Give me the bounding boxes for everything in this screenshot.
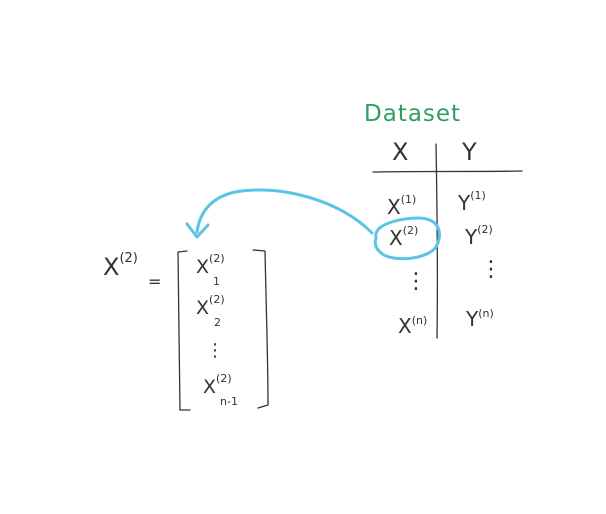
vector-dots: ⋮ — [206, 340, 224, 361]
vector-entry-1: X(2) — [196, 252, 225, 278]
dataset-title: Dataset — [364, 101, 461, 127]
highlight-arrow — [195, 188, 374, 235]
dataset-header-x: X — [392, 138, 408, 166]
vector-entry-2: X(2) — [196, 293, 225, 319]
dataset-row-1-y: Y(1) — [457, 189, 486, 215]
dataset-y-dots: ⋮ — [480, 257, 502, 282]
dataset-row-2-y: Y(2) — [464, 223, 493, 249]
dataset-header-y: Y — [461, 138, 477, 166]
vector-lhs: X(2) — [103, 251, 138, 281]
highlight-arrowhead — [185, 222, 210, 239]
dataset-column-divider — [435, 143, 439, 339]
highlight-circle — [373, 216, 441, 261]
dataset-header-rule — [372, 170, 523, 173]
vector-entry-1-sub: 1 — [213, 275, 220, 288]
vector-equals: = — [148, 272, 161, 291]
dataset-row-n-x: X(n) — [398, 314, 427, 338]
dataset-x-dots: ⋮ — [405, 269, 427, 294]
dataset-row-n-y: Y(n) — [465, 307, 494, 331]
vector-entry-2-sub: 2 — [214, 316, 221, 329]
dataset-row-2-x: X(2) — [389, 224, 418, 250]
vector-left-bracket — [177, 250, 191, 411]
vector-right-bracket — [252, 249, 269, 409]
dataset-row-1-x: X(1) — [387, 193, 416, 219]
vector-entry-n-1-sub: n-1 — [220, 395, 238, 408]
vector-entry-n-1: X(2) — [203, 372, 232, 398]
